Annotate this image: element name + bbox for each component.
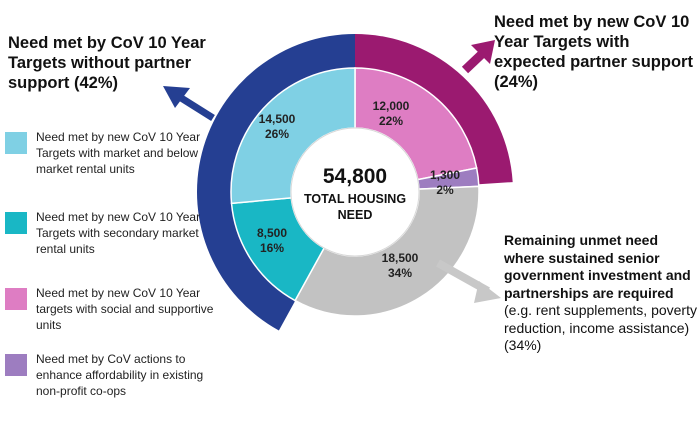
legend-label: Need met by new CoV 10 Year Targets with… (36, 130, 201, 176)
arrow-bottom-right-head (474, 281, 501, 303)
outer-segment-expected-partner-support (355, 34, 513, 185)
callout-expected-partner-support: Need met by new CoV 10 Year Targets with… (494, 13, 693, 92)
center-hole (290, 127, 420, 257)
outer-segment-without-partner-support (197, 34, 355, 331)
slice-label-value-12000: 12,000 (373, 99, 410, 113)
slice-label-percent-14500: 26% (265, 127, 289, 141)
legend-label: Need met by new CoV 10 Year targets with… (36, 286, 214, 332)
legend-label: Need met by new CoV 10 Year Targets with… (36, 210, 201, 256)
outer-ring (197, 34, 513, 331)
callout-remaining-unmet-need: Remaining unmet need where sustained sen… (504, 232, 699, 355)
arrow-left (176, 93, 215, 121)
center-label-line1: TOTAL HOUSING (304, 192, 406, 206)
callout-without-partner-support: Need met by CoV 10 Year Targets without … (8, 34, 206, 93)
legend-swatch (5, 354, 27, 376)
callout-unmet-bold: Remaining unmet need where sustained sen… (504, 232, 691, 301)
arrow-left-head (163, 86, 190, 108)
legend-label: Need met by CoV actions to enhance affor… (36, 352, 204, 398)
legend-item-market-rental: Need met by new CoV 10 Year Targets with… (5, 130, 215, 177)
arrow-top-right (461, 48, 488, 74)
slice-label-value-14500: 14,500 (259, 112, 296, 126)
legend-item-secondary-market: Need met by new CoV 10 Year Targets with… (5, 210, 215, 257)
legend-swatch (5, 212, 27, 234)
callout-unmet-examples: (e.g. rent supplements, poverty reductio… (504, 302, 697, 353)
center-label-line2: NEED (338, 208, 373, 222)
slice-label-value-8500: 8,500 (257, 226, 287, 240)
slice-label-value-18500: 18,500 (382, 251, 419, 265)
slice-label-percent-1300: 2% (436, 183, 454, 197)
slice-label-value-1300: 1,300 (430, 168, 460, 182)
slice-label-percent-12000: 22% (379, 114, 403, 128)
inner-ring (230, 67, 480, 317)
legend-swatch (5, 288, 27, 310)
slice-label-percent-8500: 16% (260, 241, 284, 255)
arrow-top-right-head (471, 40, 495, 64)
legend-item-social-supportive: Need met by new CoV 10 Year targets with… (5, 286, 215, 333)
legend-swatch (5, 132, 27, 154)
slice-label-percent-18500: 34% (388, 266, 412, 280)
legend-item-non-profit-coops: Need met by CoV actions to enhance affor… (5, 352, 215, 399)
center-total: 54,800 (323, 165, 387, 188)
